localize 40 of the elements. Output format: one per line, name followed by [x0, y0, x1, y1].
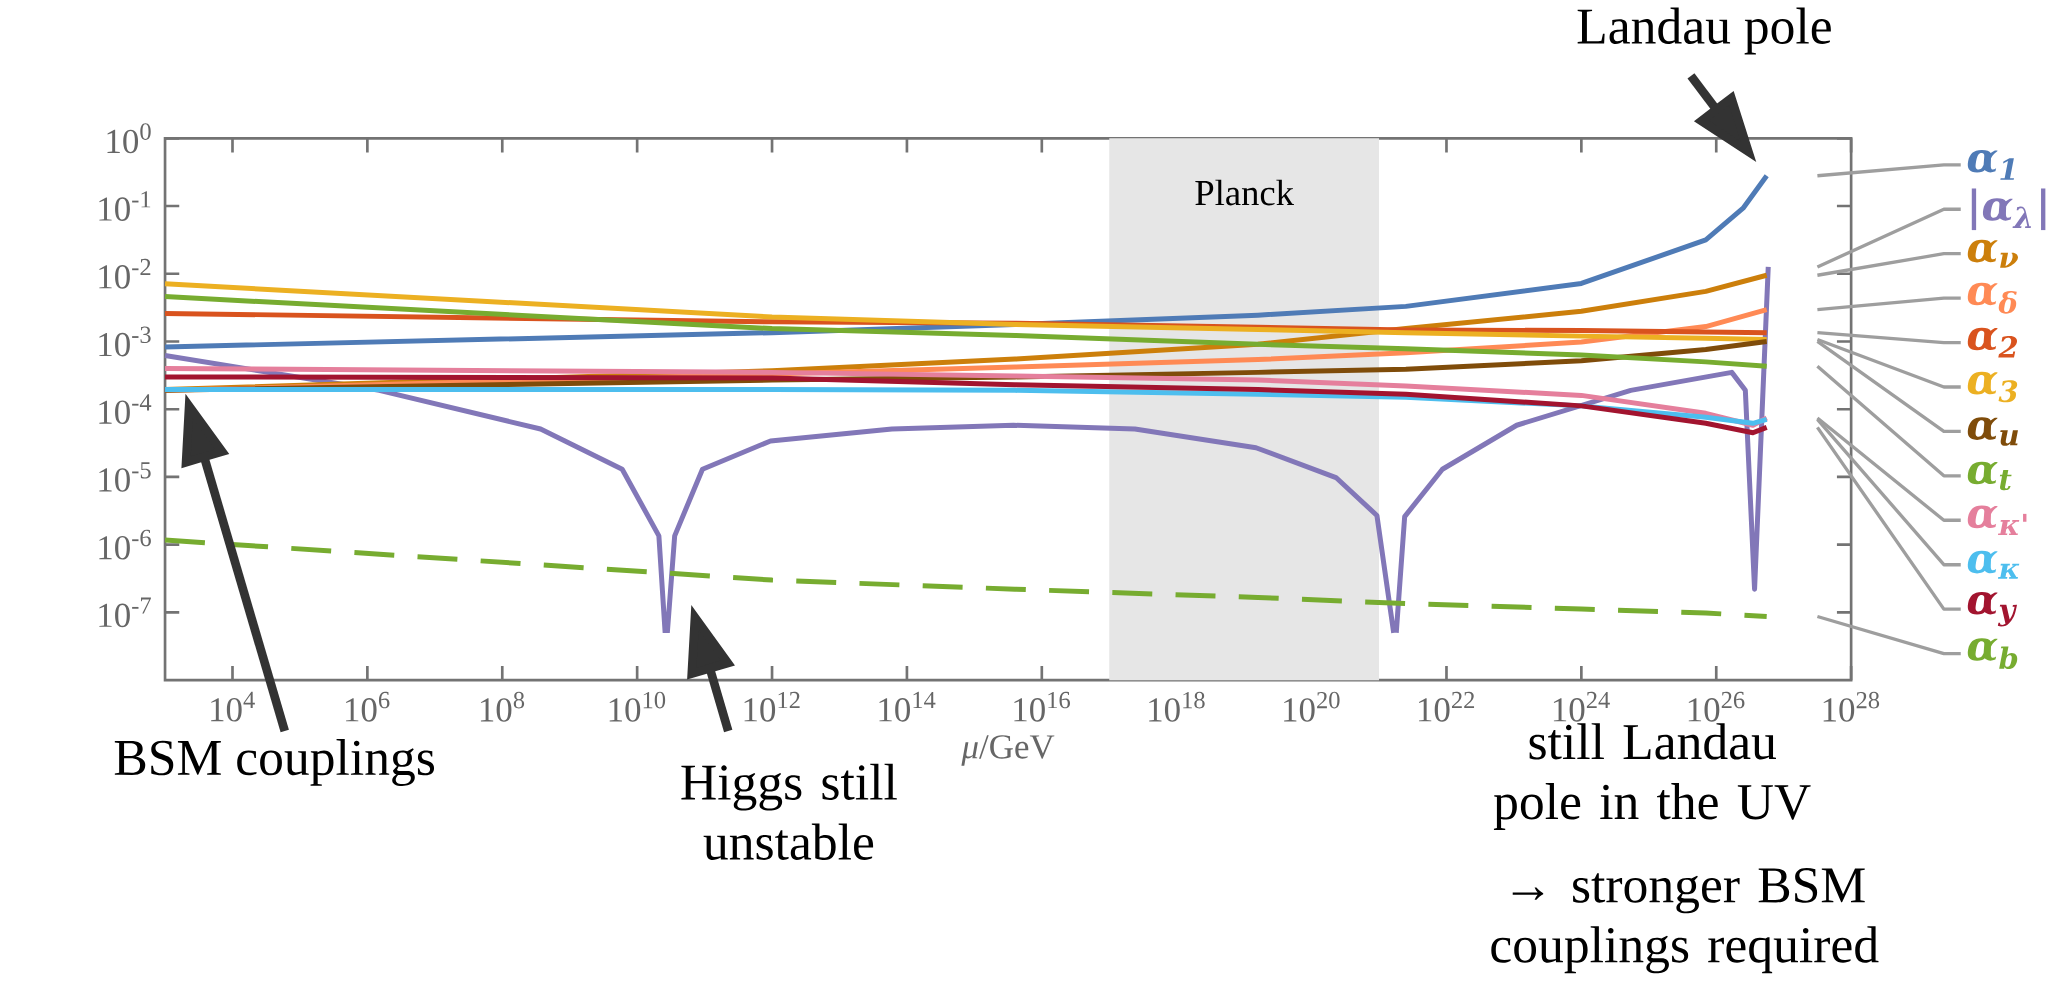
- x-tick-label: 10$^{22}$: [1419, 691, 1475, 722]
- x-tick-label: 10$^{20}$: [1284, 691, 1340, 722]
- y-tick-label: 10$^{-3}$: [99, 326, 151, 357]
- x-axis-title: μ/GeV: [961, 734, 1055, 766]
- text: α$_{κ'}$: [1967, 505, 2027, 535]
- x-tick-label: 10$^{24}$: [1553, 691, 1610, 722]
- text: |α$_{λ}$|: [1971, 188, 2046, 230]
- text: α$_{κ}$: [1967, 550, 2020, 579]
- text: α$_{u}$: [1967, 417, 2018, 446]
- x-tick-label: 10$^{10}$: [609, 691, 666, 722]
- text: α$_{t}$: [1967, 461, 2012, 491]
- x-tick-label: 10$^{6}$: [346, 691, 390, 722]
- text: BSM couplings: [114, 738, 435, 786]
- x-tick-label: 10$^{16}$: [1014, 691, 1070, 722]
- y-tick-label: 10$^{0}$: [107, 123, 151, 154]
- text: α$_{y}$: [1967, 591, 2018, 627]
- x-tick-label: 10$^{12}$: [744, 691, 800, 722]
- y-tick-label: 10$^{-5}$: [99, 461, 151, 492]
- y-tick-label: 10$^{-1}$: [99, 190, 151, 221]
- x-tick-label: 10$^{8}$: [480, 691, 525, 722]
- y-tick-label: 10$^{-7}$: [99, 597, 151, 628]
- text: α$_{ν}$: [1967, 239, 2018, 268]
- text: α$_{1}$: [1967, 149, 2015, 180]
- x-tick-label: 10$^{14}$: [879, 691, 936, 722]
- y-tick-label: 10$^{-6}$: [99, 529, 151, 560]
- text: α$_{3}$: [1967, 371, 2018, 403]
- y-tick-label: 10$^{-2}$: [99, 258, 151, 289]
- band-label: Planck: [1195, 179, 1295, 206]
- x-tick-label: 10$^{4}$: [211, 691, 255, 722]
- x-tick-label: 10$^{28}$: [1823, 691, 1880, 722]
- text: α$_{2}$: [1967, 327, 2018, 358]
- text: → stronger BSM couplings required: [1491, 867, 1879, 974]
- y-tick-label: 10$^{-4}$: [99, 394, 152, 424]
- text: α$_{δ}$: [1967, 282, 2017, 314]
- text: α$_{b}$: [1967, 638, 2018, 669]
- text: Landau pole: [1577, 7, 1831, 55]
- x-tick-label: 10$^{18}$: [1149, 691, 1205, 722]
- x-tick-label: 10$^{26}$: [1688, 691, 1745, 722]
- text: still Landau pole in the UV: [1493, 723, 1811, 830]
- text: Higgs still unstable: [681, 763, 897, 860]
